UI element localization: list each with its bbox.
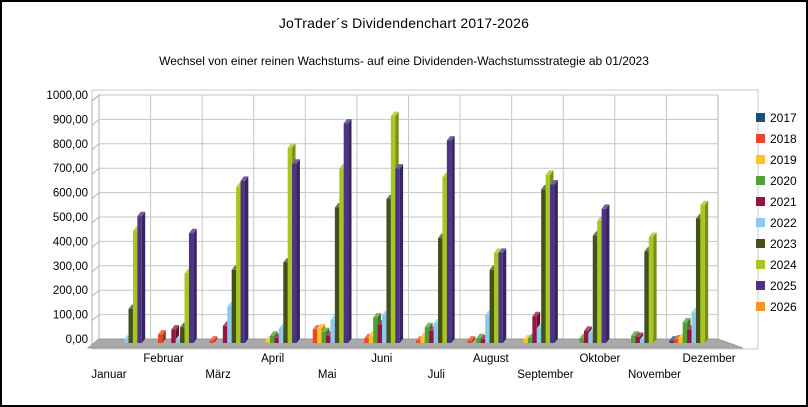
- legend: 2017 2018 2019 2020 2021 2022 2023 2024 2025 2026: [756, 107, 797, 317]
- legend-label-2023: 2023: [770, 236, 797, 251]
- legend-item-2018: 2018: [756, 128, 797, 149]
- legend-item-2024: 2024: [756, 254, 797, 275]
- legend-item-2026: 2026: [756, 296, 797, 317]
- y-tick-label: 500,00: [53, 212, 88, 224]
- bar-2025-juli: [446, 136, 455, 343]
- legend-label-2026: 2026: [770, 299, 797, 314]
- y-tick-label: 200,00: [53, 285, 88, 297]
- legend-label-2024: 2024: [770, 257, 797, 272]
- legend-swatch-2024: [756, 260, 765, 269]
- bar-2018-februar: [158, 330, 166, 343]
- chart-floor: [86, 338, 744, 349]
- bar-2024-november: [648, 232, 657, 343]
- legend-item-2021: 2021: [756, 191, 797, 212]
- legend-label-2019: 2019: [770, 152, 797, 167]
- legend-swatch-2025: [756, 281, 765, 290]
- y-tick-label: 100,00: [53, 310, 88, 322]
- legend-swatch-2026: [756, 302, 765, 311]
- month-label-juni: Juni: [371, 353, 392, 365]
- legend-swatch-2019: [756, 155, 765, 164]
- gridline-stub: [91, 216, 100, 224]
- month-label-august: August: [473, 353, 510, 365]
- gridline-stub: [91, 119, 100, 126]
- gridline-stub: [91, 143, 100, 151]
- month-label-märz: März: [205, 369, 231, 381]
- y-tick-label: 300,00: [53, 261, 88, 273]
- legend-label-2020: 2020: [770, 173, 797, 188]
- y-tick-label: 600,00: [53, 188, 88, 200]
- legend-label-2021: 2021: [770, 194, 797, 209]
- legend-item-2020: 2020: [756, 170, 797, 191]
- month-label-februar: Februar: [143, 353, 183, 365]
- gridline-stub: [91, 289, 100, 297]
- legend-label-2025: 2025: [770, 278, 797, 293]
- y-tick-label: 1000,00: [46, 90, 88, 102]
- legend-swatch-2018: [756, 134, 765, 143]
- gridline-stub: [91, 265, 100, 273]
- month-label-januar: Januar: [91, 369, 126, 381]
- bar-2018-august: [467, 336, 476, 343]
- bar-2025-oktober: [601, 204, 610, 343]
- y-tick-label: 800,00: [53, 139, 88, 151]
- chart-subtitle: Wechsel von einer reinen Wachstums- auf …: [159, 54, 649, 68]
- bar-2024-dezember: [700, 200, 709, 343]
- legend-swatch-2020: [756, 176, 765, 185]
- y-tick-label: 700,00: [53, 163, 88, 175]
- legend-swatch-2023: [756, 239, 765, 248]
- month-label-dezember: Dezember: [683, 353, 736, 365]
- legend-item-2019: 2019: [756, 149, 797, 170]
- month-label-april: April: [261, 353, 284, 365]
- y-tick-label: 0,00: [66, 334, 88, 346]
- legend-item-2025: 2025: [756, 275, 797, 296]
- bar-2025-august: [498, 248, 507, 343]
- month-label-juli: Juli: [428, 369, 445, 381]
- month-label-november: November: [628, 369, 681, 381]
- bar-2025-april: [292, 159, 300, 343]
- legend-label-2022: 2022: [770, 215, 797, 230]
- gridline-stub: [91, 167, 100, 175]
- legend-label-2018: 2018: [770, 131, 797, 146]
- bar-2025-september: [550, 180, 558, 343]
- legend-item-2017: 2017: [756, 107, 797, 128]
- gridline-stub: [91, 314, 100, 321]
- bar-2025-januar: [137, 211, 146, 343]
- bar-2025-märz: [240, 176, 249, 343]
- bar-2025-mai: [343, 119, 352, 344]
- bar-2018-märz: [209, 336, 218, 343]
- y-tick-label: 400,00: [53, 236, 88, 248]
- legend-item-2022: 2022: [756, 212, 797, 233]
- gridline-stub: [91, 192, 100, 199]
- month-label-oktober: Oktober: [579, 353, 620, 365]
- legend-swatch-2021: [756, 197, 765, 206]
- bar-2025-februar: [188, 228, 197, 343]
- month-label-september: September: [517, 369, 573, 381]
- bar-2025-juni: [395, 164, 404, 343]
- chart-title: JoTrader´s Dividendenchart 2017-2026: [278, 15, 530, 31]
- gridline-stub: [91, 241, 100, 248]
- month-label-mai: Mai: [318, 369, 337, 381]
- legend-label-2017: 2017: [770, 110, 797, 125]
- legend-swatch-2022: [756, 218, 765, 227]
- y-tick-label: 900,00: [53, 114, 88, 126]
- legend-swatch-2017: [756, 113, 765, 122]
- legend-item-2023: 2023: [756, 233, 797, 254]
- gridline-stub: [91, 94, 100, 102]
